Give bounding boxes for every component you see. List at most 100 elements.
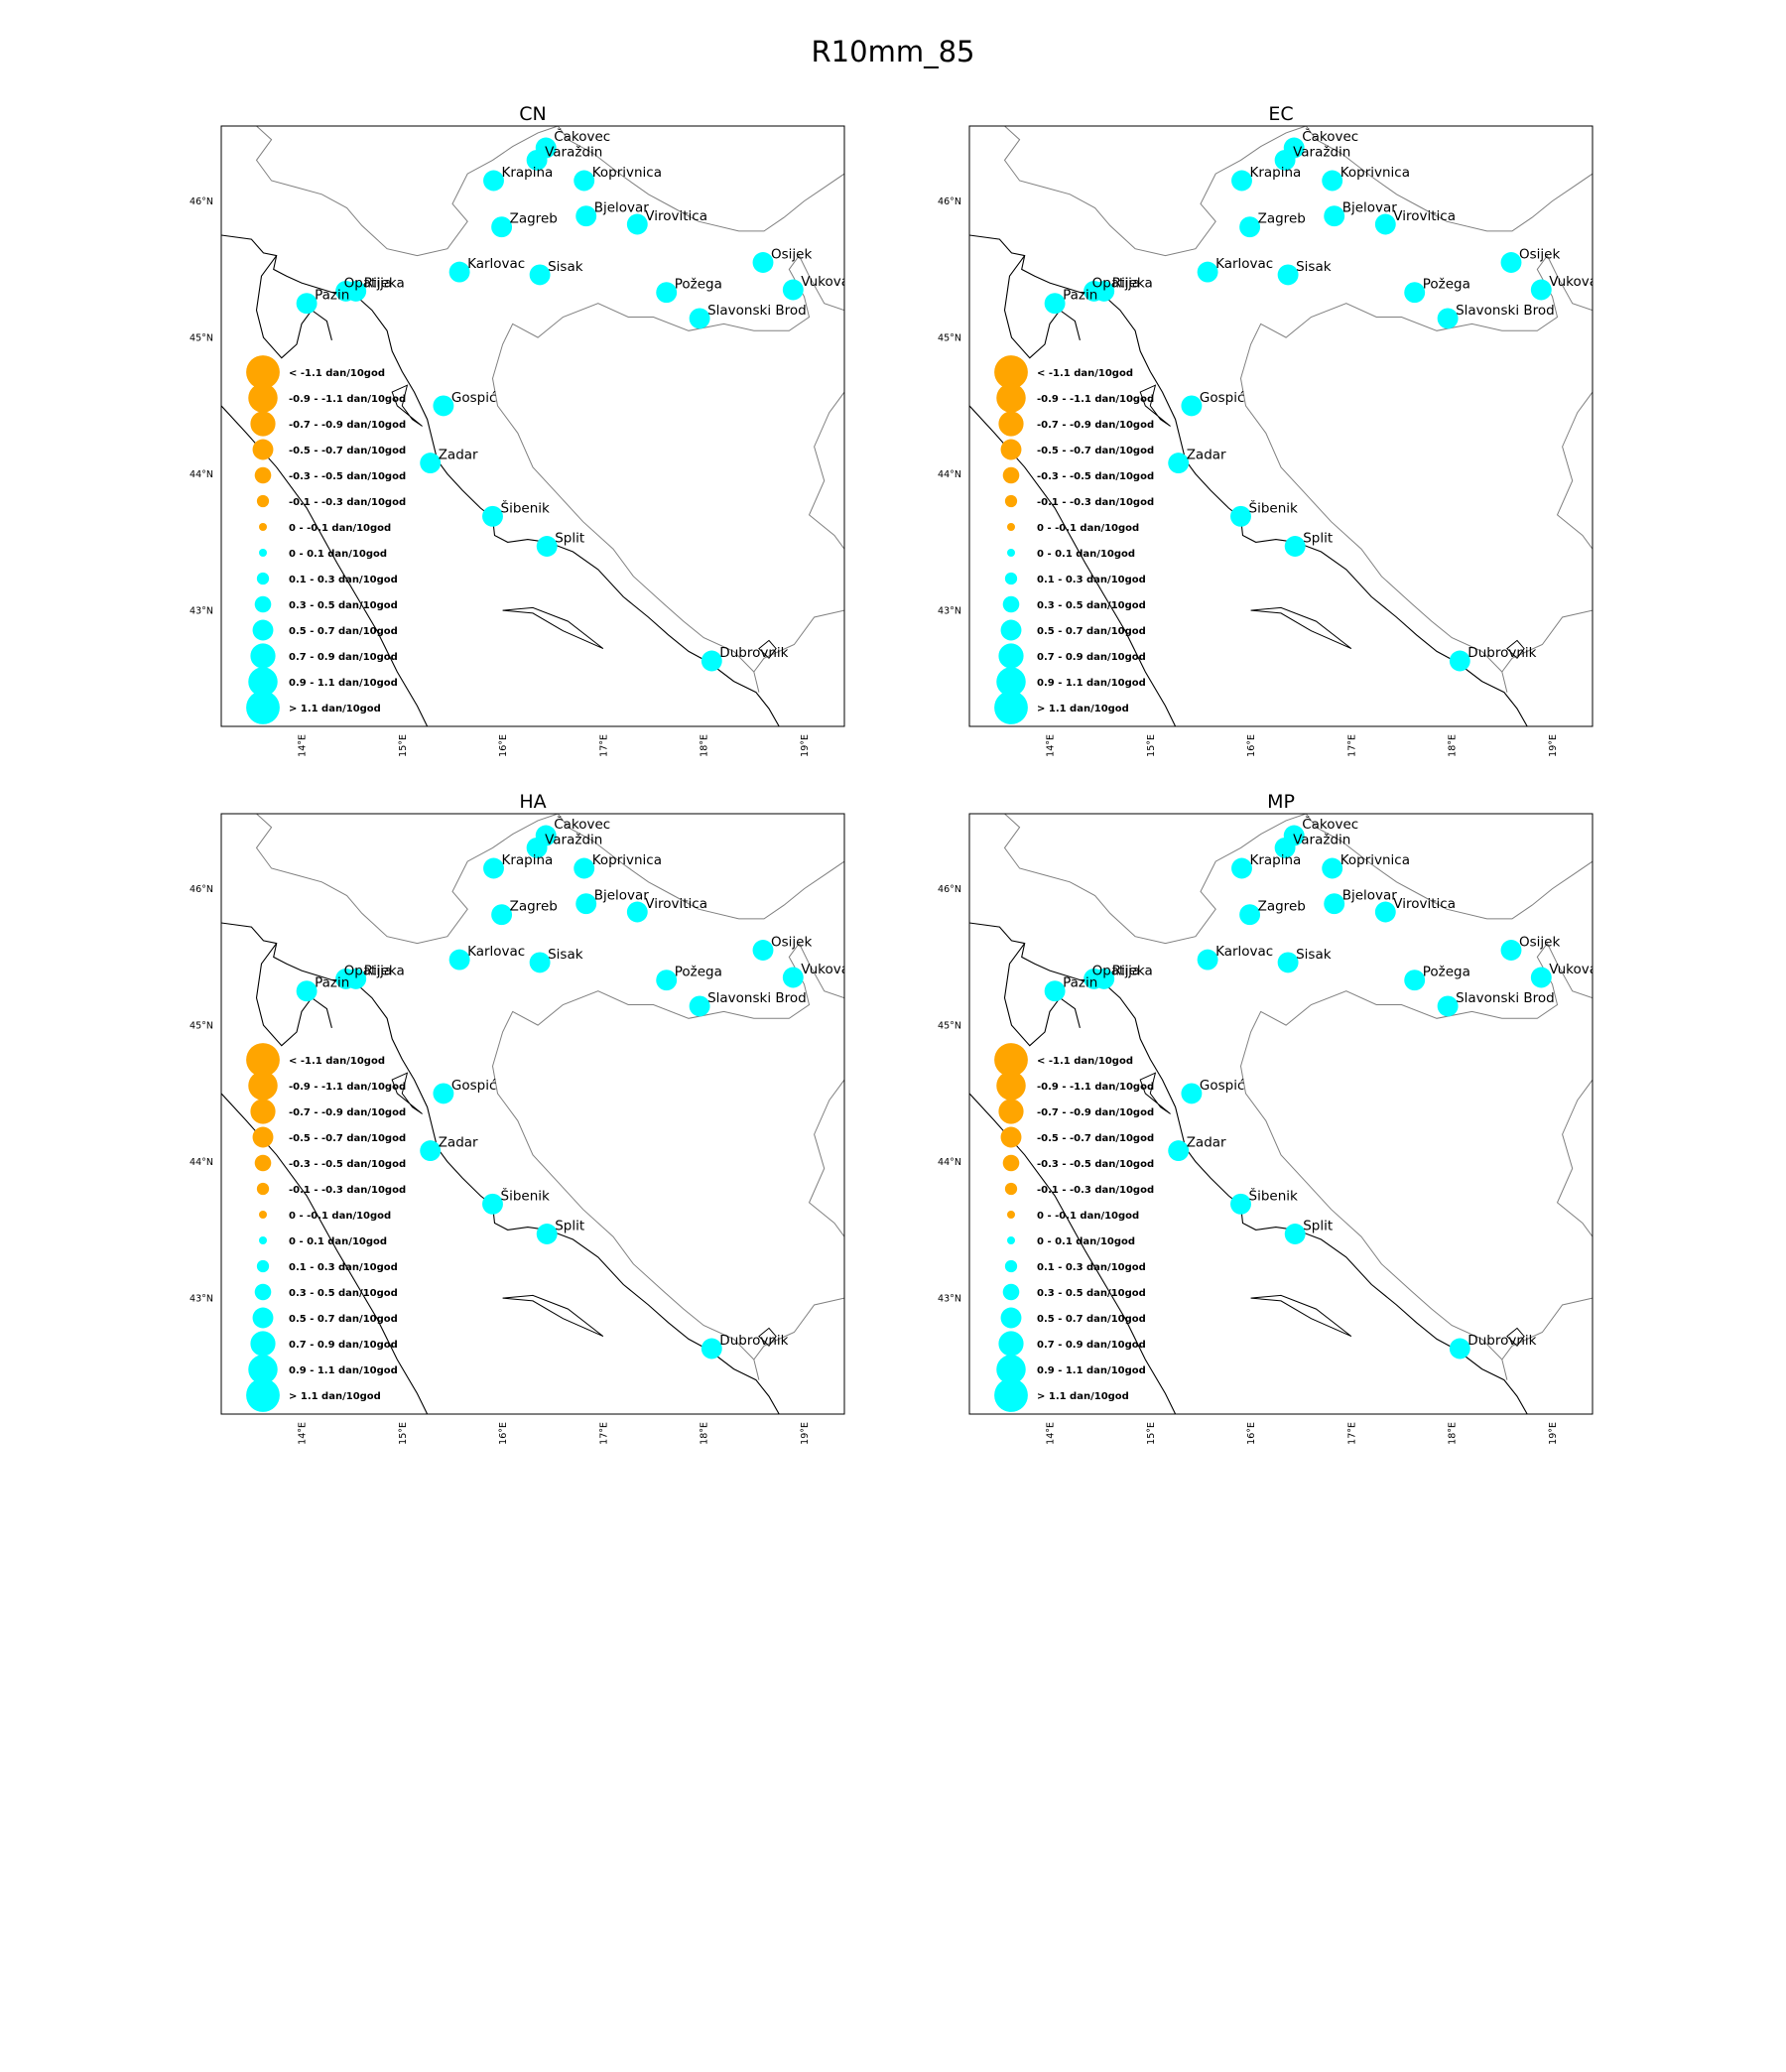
- legend-swatch: [998, 1099, 1024, 1124]
- lat-tick-label: 43°N: [938, 606, 961, 617]
- panel-title: EC: [1268, 103, 1293, 125]
- station-label: Sisak: [1296, 947, 1332, 963]
- station-marker: [626, 901, 648, 923]
- legend-label: -0.3 - -0.5 dan/10god: [1037, 1159, 1154, 1170]
- legend-label: -0.1 - -0.3 dan/10god: [289, 1185, 406, 1196]
- station-label: Slavonski Brod: [1456, 303, 1555, 319]
- legend-label: -0.7 - -0.9 dan/10god: [1037, 420, 1154, 431]
- legend-swatch: [1002, 466, 1020, 484]
- legend-swatch: [1004, 494, 1018, 508]
- legend-label: -0.7 - -0.9 dan/10god: [289, 420, 406, 431]
- station-label: Požega: [675, 277, 722, 293]
- station-marker: [1231, 170, 1252, 192]
- legend-swatch: [248, 1355, 278, 1384]
- country-border: [753, 1297, 844, 1360]
- station-marker: [433, 395, 454, 417]
- island-outline: [758, 639, 777, 660]
- legend-label: 0.1 - 0.3 dan/10god: [289, 575, 398, 585]
- island-outline: [502, 1294, 604, 1338]
- legend-swatch: [254, 1154, 272, 1172]
- legend-label: 0.9 - 1.1 dan/10god: [1037, 1365, 1146, 1376]
- station-marker: [1530, 967, 1552, 988]
- legend-swatch: [248, 667, 278, 697]
- map-frame: [220, 813, 845, 1415]
- legend-label: 0.3 - 0.5 dan/10god: [1037, 1288, 1146, 1299]
- station-label: Osijek: [1519, 935, 1560, 951]
- station-label: Rijeka: [364, 963, 405, 978]
- legend-swatch: [252, 1126, 274, 1148]
- lon-tick-label: 18°E: [700, 734, 710, 757]
- map-frame: [968, 813, 1594, 1415]
- legend-swatch: [254, 466, 272, 484]
- station-marker: [1530, 279, 1552, 301]
- station-label: Rijeka: [1112, 963, 1153, 978]
- legend-label: 0.3 - 0.5 dan/10god: [1037, 600, 1146, 611]
- station-marker: [433, 1083, 454, 1104]
- station-marker: [1274, 837, 1296, 858]
- station-marker: [483, 857, 504, 879]
- station-label: Šibenik: [501, 498, 551, 516]
- lon-tick-label: 17°E: [1346, 734, 1357, 757]
- country-border: [557, 814, 844, 920]
- island-outline: [391, 1072, 423, 1114]
- panel-title: CN: [519, 103, 546, 125]
- station-marker: [1324, 205, 1345, 227]
- station-label: Krapina: [1250, 165, 1302, 181]
- legend-label: 0.9 - 1.1 dan/10god: [289, 678, 398, 689]
- legend-label: 0.5 - 0.7 dan/10god: [1037, 1314, 1146, 1325]
- island-outline: [758, 1327, 777, 1348]
- station-label: Karlovac: [1215, 944, 1273, 960]
- station-marker: [491, 904, 513, 926]
- station-label: Opatija: [344, 275, 393, 291]
- legend-swatch: [996, 383, 1026, 413]
- lon-tick-label: 18°E: [1448, 1422, 1459, 1445]
- station-label: Dubrovnik: [1467, 645, 1536, 661]
- station-marker: [1277, 264, 1299, 286]
- station-marker: [575, 205, 597, 227]
- legend-swatch: [998, 411, 1024, 437]
- station-marker: [782, 279, 804, 301]
- legend-swatch: [246, 355, 280, 389]
- legend-swatch: [252, 439, 274, 460]
- station-label: Varaždin: [1293, 144, 1350, 160]
- legend-label: > 1.1 dan/10god: [289, 1391, 381, 1402]
- legend-label: 0.9 - 1.1 dan/10god: [1037, 678, 1146, 689]
- station-label: Vukovar: [801, 962, 855, 977]
- legend-label: < -1.1 dan/10god: [289, 1056, 385, 1067]
- station-label: Pazin: [315, 975, 349, 991]
- station-label: Zagreb: [510, 211, 558, 227]
- lat-tick-label: 44°N: [190, 1157, 213, 1168]
- island-outline: [1506, 639, 1525, 660]
- station-marker: [1044, 980, 1066, 1002]
- legend-label: 0 - 0.1 dan/10god: [1037, 1236, 1135, 1247]
- legend-swatch: [1007, 1236, 1015, 1244]
- legend-swatch: [998, 643, 1024, 669]
- country-border: [491, 942, 844, 1380]
- station-label: Šibenik: [1249, 1186, 1299, 1204]
- legend-label: 0.5 - 0.7 dan/10god: [289, 626, 398, 637]
- lat-tick-label: 44°N: [938, 469, 961, 480]
- country-border: [753, 609, 844, 673]
- legend-label: -0.7 - -0.9 dan/10god: [289, 1107, 406, 1118]
- legend-label: < -1.1 dan/10god: [289, 368, 385, 379]
- legend: < -1.1 dan/10god -0.9 - -1.1 dan/10god -0.…: [994, 355, 1154, 724]
- coastline: [221, 922, 780, 1414]
- station-label: Bjelovar: [1342, 888, 1398, 904]
- station-marker: [296, 980, 318, 1002]
- station-marker: [1277, 952, 1299, 973]
- legend-label: 0.7 - 0.9 dan/10god: [1037, 1340, 1146, 1351]
- legend-label: > 1.1 dan/10god: [1037, 704, 1129, 714]
- country-border: [1003, 814, 1307, 945]
- legend-label: -0.1 - -0.3 dan/10god: [1037, 497, 1154, 508]
- legend-label: -0.3 - -0.5 dan/10god: [1037, 471, 1154, 482]
- lat-tick-label: 46°N: [938, 196, 961, 207]
- legend-label: 0 - 0.1 dan/10god: [289, 549, 387, 560]
- legend-swatch: [994, 1378, 1028, 1412]
- legend-swatch: [996, 667, 1026, 697]
- station-marker: [420, 1140, 442, 1162]
